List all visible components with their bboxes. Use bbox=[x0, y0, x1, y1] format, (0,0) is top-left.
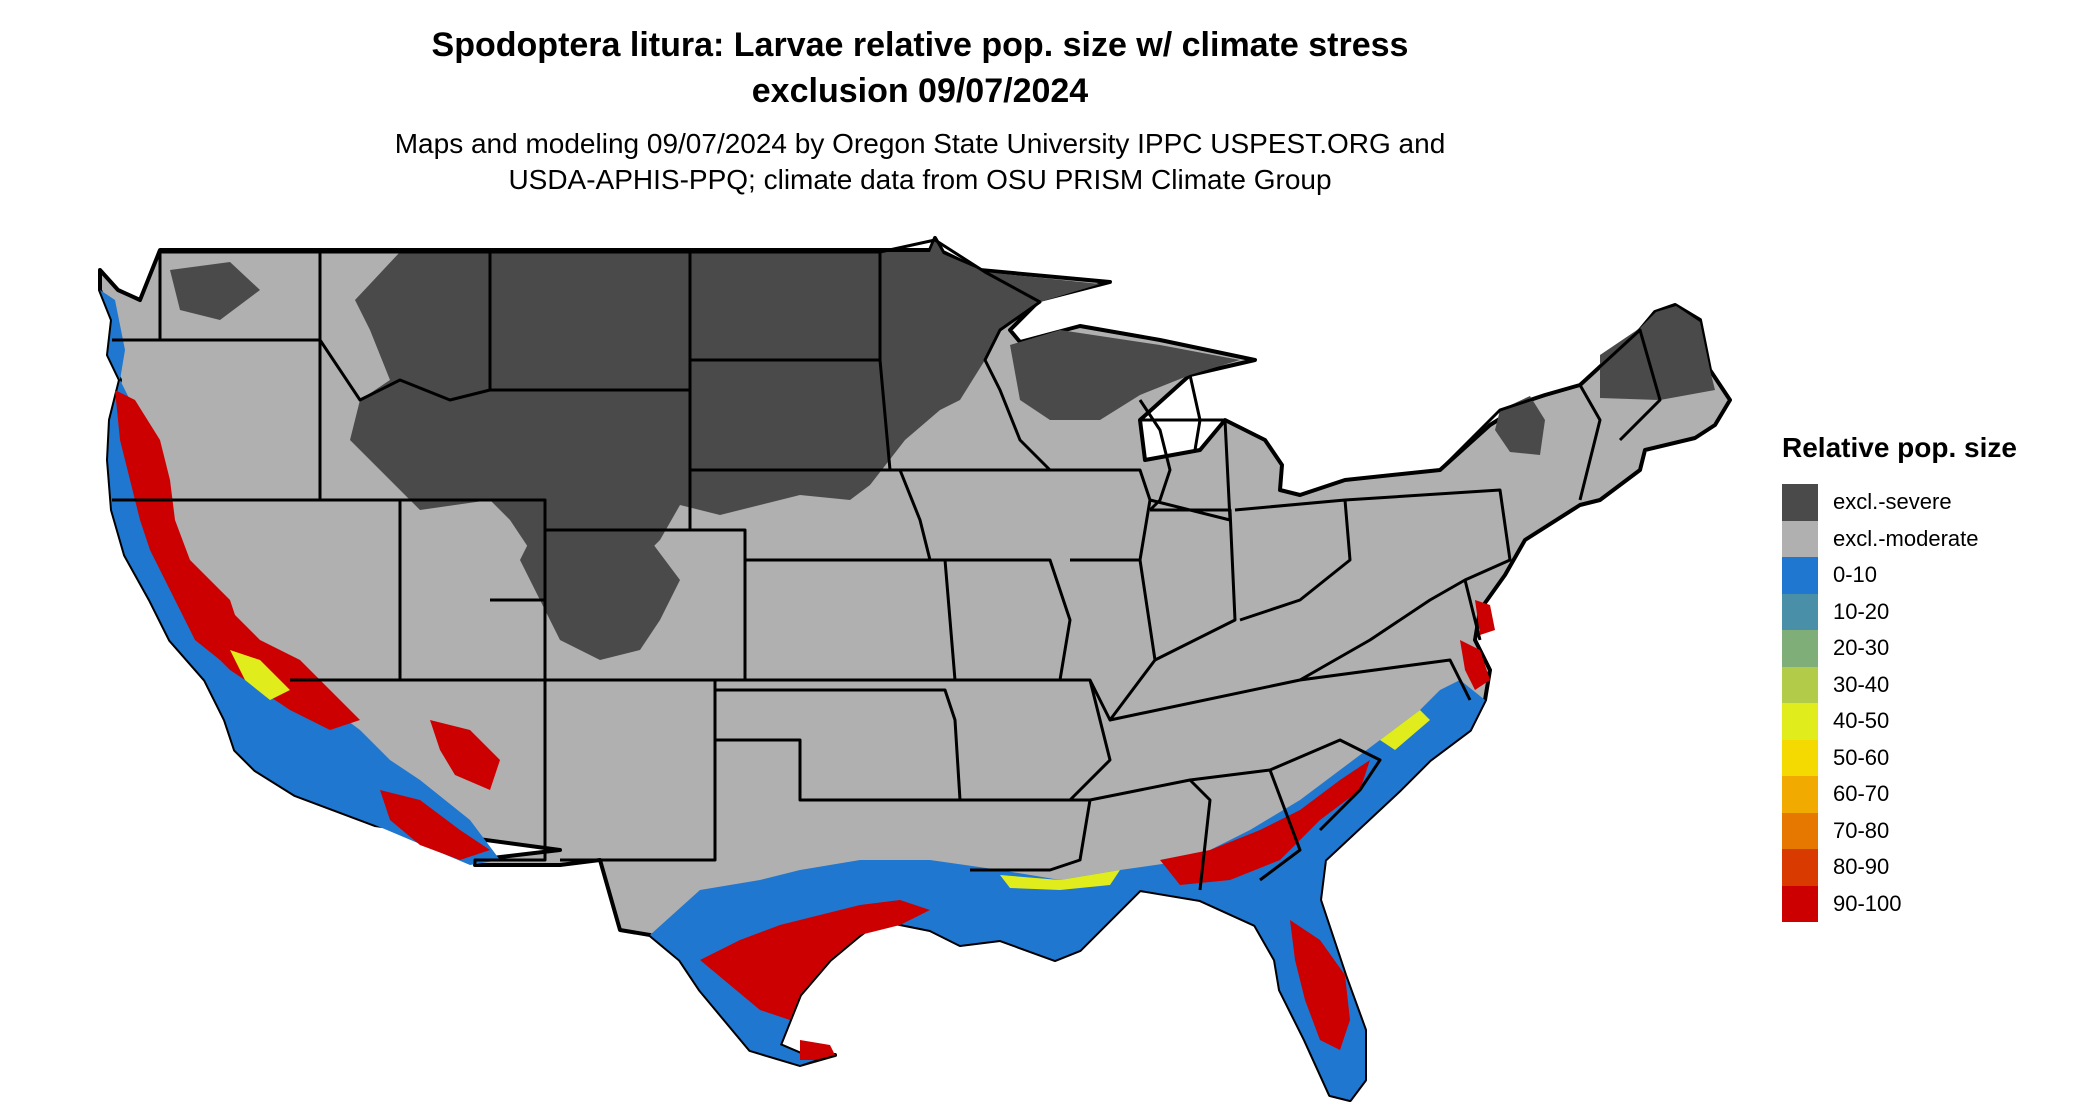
legend-label: 30-40 bbox=[1833, 671, 1890, 697]
legend-item: 10-20 bbox=[1782, 593, 2082, 630]
legend-swatch bbox=[1782, 885, 1818, 922]
legend-item: 40-50 bbox=[1782, 703, 2082, 740]
legend-swatch bbox=[1782, 557, 1818, 594]
legend-item: 80-90 bbox=[1782, 849, 2082, 886]
legend-swatch bbox=[1782, 484, 1818, 521]
legend-item: 60-70 bbox=[1782, 776, 2082, 813]
legend-item: 20-30 bbox=[1782, 630, 2082, 667]
legend-item: 50-60 bbox=[1782, 739, 2082, 776]
map-title-line1: Spodoptera litura: Larvae relative pop. … bbox=[431, 26, 1409, 64]
legend-label: 0-10 bbox=[1833, 562, 1878, 588]
map-subtitle-line2: USDA-APHIS-PPQ; climate data from OSU PR… bbox=[508, 164, 1332, 195]
legend-item: excl.-severe bbox=[1782, 484, 2082, 521]
legend-title: Relative pop. size bbox=[1782, 432, 2017, 463]
map-subtitle-line1: Maps and modeling 09/07/2024 by Oregon S… bbox=[394, 128, 1446, 159]
state-boundaries bbox=[112, 238, 1662, 891]
legend-label: 10-20 bbox=[1833, 598, 1890, 624]
severe-exclusion-regions bbox=[170, 240, 1715, 660]
legend-swatch bbox=[1782, 520, 1818, 557]
legend-swatch bbox=[1782, 630, 1818, 667]
pacific-coast-suitable-zone bbox=[100, 290, 500, 865]
legend-swatch bbox=[1782, 593, 1818, 630]
legend-item: 70-80 bbox=[1782, 812, 2082, 849]
legend-label: 60-70 bbox=[1833, 781, 1890, 807]
legend-items: excl.-severe excl.-moderate 0-10 10-20 20-30… bbox=[1782, 484, 2082, 922]
legend-swatch bbox=[1782, 703, 1818, 740]
legend-label: 90-100 bbox=[1833, 890, 1902, 916]
legend-swatch bbox=[1782, 666, 1818, 703]
map-title-line2: exclusion 09/07/2024 bbox=[751, 72, 1089, 110]
legend-label: 40-50 bbox=[1833, 708, 1890, 734]
legend-label: 20-30 bbox=[1833, 635, 1890, 661]
legend-item: 30-40 bbox=[1782, 666, 2082, 703]
legend-label: 50-60 bbox=[1833, 744, 1890, 770]
legend-label: 70-80 bbox=[1833, 817, 1890, 843]
legend: Relative pop. size excl.-severe excl.-mod… bbox=[1782, 432, 2082, 922]
legend-label: excl.-moderate bbox=[1833, 525, 1979, 551]
legend-label: 80-90 bbox=[1833, 854, 1890, 880]
legend-swatch bbox=[1782, 849, 1818, 886]
legend-swatch bbox=[1782, 739, 1818, 776]
legend-label: excl.-severe bbox=[1833, 489, 1952, 515]
legend-swatch bbox=[1782, 812, 1818, 849]
gulf-atlantic-suitable-zone bbox=[650, 600, 1495, 1100]
legend-item: excl.-moderate bbox=[1782, 520, 2082, 557]
legend-swatch bbox=[1782, 776, 1818, 813]
legend-item: 0-10 bbox=[1782, 557, 2082, 594]
legend-item: 90-100 bbox=[1782, 885, 2082, 922]
great-lakes-outline bbox=[1138, 374, 1202, 512]
